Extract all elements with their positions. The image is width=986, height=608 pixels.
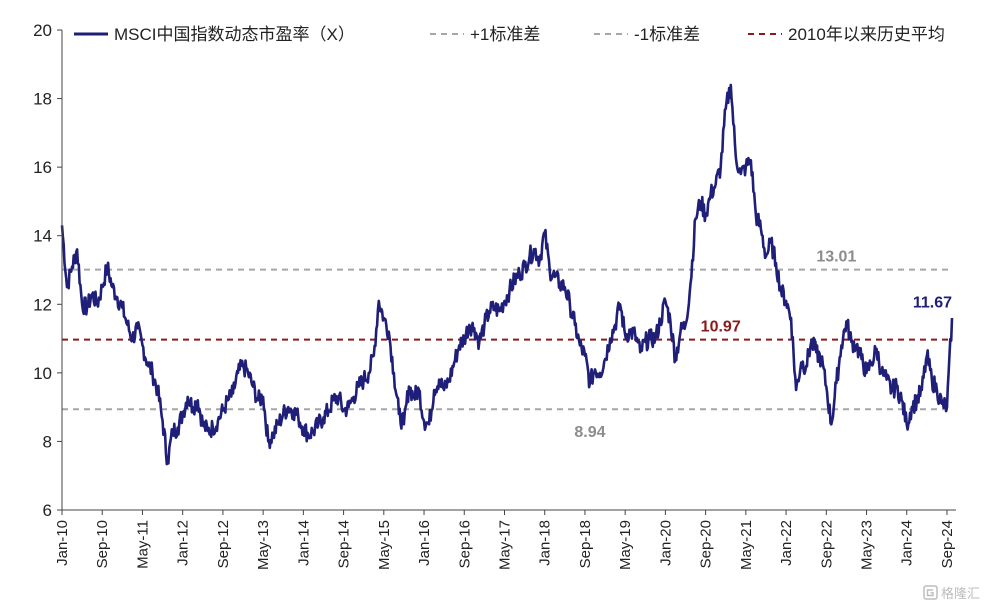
series-line-pe [60,83,954,466]
x-tick-label: Jan-20 [657,520,674,566]
series-layer [60,83,954,466]
x-tick-label: May-17 [496,520,513,570]
x-tick-label: May-15 [376,520,393,570]
y-tick-label: 8 [43,432,52,451]
x-tick-label: Sep-16 [456,520,473,568]
y-tick-label: 16 [33,158,52,177]
y-tick-label: 10 [33,364,52,383]
x-tick-label: Jan-22 [778,520,795,566]
data-label: 8.94 [574,424,605,441]
legend-label: -1标准差 [634,25,700,44]
x-tick-label: Jan-24 [899,520,916,566]
x-tick-label: May-13 [255,520,272,570]
y-tick-label: 20 [33,21,52,40]
x-tick-label: Sep-22 [818,520,835,568]
y-tick-label: 18 [33,90,52,109]
y-tick-label: 14 [33,227,52,246]
x-tick-label: Jan-12 [175,520,192,566]
legend-label: +1标准差 [470,25,540,44]
annotations: 13.01 10.97 8.94 11.67 [574,249,952,442]
y-tick-label: 12 [33,295,52,314]
x-tick-label: Sep-20 [698,520,715,568]
legend: MSCI中国指数动态市盈率（X） +1标准差 -1标准差 2010年以来历史平均 [74,25,945,44]
data-label: 13.01 [816,249,856,266]
x-tick-label: Sep-18 [577,520,594,568]
x-tick-label: Jan-16 [416,520,433,566]
x-tick-label: Jan-10 [54,520,71,566]
data-label: 10.97 [701,319,741,336]
gelonghui-logo-icon [923,585,938,600]
watermark: 格隆汇 [923,585,980,601]
data-label: 11.67 [913,295,952,312]
legend-label: 2010年以来历史平均 [788,25,945,44]
x-tick-label: Jan-14 [295,520,312,566]
x-tick-label: Sep-14 [336,520,353,568]
x-tick-label: May-19 [617,520,634,570]
x-tick-label: Jan-18 [537,520,554,566]
x-tick-label: May-11 [134,520,151,569]
x-tick-label: May-23 [859,520,876,570]
x-tick-label: Sep-10 [94,520,111,568]
watermark-text: 格隆汇 [941,586,980,601]
x-tick-label: Sep-24 [939,520,956,568]
y-tick-label: 6 [43,501,52,520]
x-tick-label: Sep-12 [215,520,232,568]
reference-lines [62,268,952,411]
x-tick-label: May-21 [738,520,755,570]
legend-label: MSCI中国指数动态市盈率（X） [114,25,355,44]
axes: 6 8 10 12 14 16 18 20 Jan-10 Sep-10 May-11 Jan-12 Se… [33,21,956,570]
